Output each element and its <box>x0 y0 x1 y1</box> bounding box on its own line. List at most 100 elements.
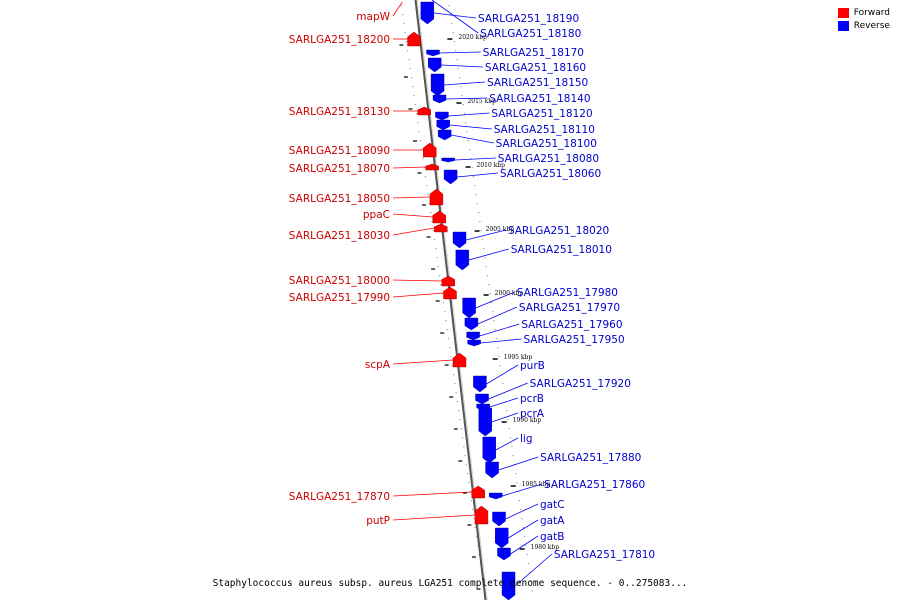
reverse-gene-shape <box>436 119 450 131</box>
track-dot <box>494 329 496 331</box>
track-dot <box>404 32 406 34</box>
track-dot <box>498 356 500 358</box>
tick-label: 2005 kbp <box>486 226 515 233</box>
forward-gene-label: ppaC <box>363 209 390 221</box>
track-dot <box>475 536 478 538</box>
reverse-gene-connector <box>454 157 496 161</box>
track-dot <box>529 572 531 574</box>
reverse-gene-connector <box>433 12 477 19</box>
reverse-gene-label: SARLGA251_18110 <box>494 124 595 136</box>
reverse-gene-shape <box>475 393 489 405</box>
track-dot <box>419 140 422 142</box>
kbp-ticks: 2020 kbp 2015 kbp 2010 kbp 2005 kbp 2000 kbp… <box>399 34 560 590</box>
track-dot <box>418 131 420 133</box>
reverse-gene-connector <box>488 382 528 400</box>
track-dot <box>516 482 518 484</box>
tick-label: 2010 kbp <box>477 162 506 169</box>
reverse-gene-label: purB <box>520 360 545 372</box>
track-dot <box>458 77 461 79</box>
reverse-gene-shape <box>473 375 487 393</box>
reverse-gene-label: SARLGA251_18170 <box>483 47 584 59</box>
forward-gene-connector <box>392 166 426 169</box>
map-caption: Staphylococcus aureus subsp. aureus LGA2… <box>212 578 688 589</box>
forward-gene-label: SARLGA251_18130 <box>289 106 390 118</box>
reverse-gene-label: SARLGA251_17950 <box>523 334 624 346</box>
reverse-gene-connector <box>439 51 481 54</box>
reverse-gene-label: SARLGA251_18140 <box>489 93 590 105</box>
reverse-gene-shape <box>478 407 492 437</box>
backbone-highlight <box>416 0 488 600</box>
track-dot <box>422 158 424 160</box>
track-dot <box>521 518 523 520</box>
track-dot <box>464 455 466 457</box>
tick-label: 1990 kbp <box>513 417 542 424</box>
legend-reverse: Reverse <box>837 21 890 31</box>
tick-label: 1985 kbp <box>522 481 551 488</box>
forward-gene-shape <box>452 352 467 368</box>
forward-gene-label: putP <box>366 515 390 527</box>
track-dot <box>493 320 495 322</box>
track-dot <box>401 14 404 16</box>
tick-label: 1980 kbp <box>531 544 560 551</box>
reverse-gene-label: SARLGA251_18080 <box>498 153 599 165</box>
track-dot <box>414 104 416 106</box>
forward-gene-label: SARLGA251_18200 <box>289 34 390 46</box>
track-dot <box>457 68 459 70</box>
track-dot <box>451 365 453 367</box>
track-dot <box>435 248 437 250</box>
track-dot <box>467 140 470 142</box>
forward-gene-connector <box>392 213 433 218</box>
track-dot <box>499 365 501 367</box>
track-dot <box>470 500 473 502</box>
reverse-gene-connector <box>479 323 520 337</box>
track-dot <box>445 320 447 322</box>
track-dot <box>486 275 489 277</box>
reverse-gene-connector <box>489 397 519 408</box>
track-dot <box>481 239 484 241</box>
reverse-gene-shape <box>467 339 481 347</box>
track-dot <box>467 473 469 475</box>
track-dot <box>431 221 433 223</box>
forward-gene-label: SARLGA251_18000 <box>289 275 390 287</box>
track-dot <box>447 338 450 340</box>
reverse-gene-label: gatC <box>540 499 565 511</box>
reverse-gene-connector <box>441 64 483 68</box>
track-dot <box>407 50 409 52</box>
track-dot <box>473 518 475 520</box>
track-dot <box>410 77 413 79</box>
reverse-gene-connector <box>451 134 494 144</box>
reverse-gene-connector <box>510 535 539 555</box>
reverse-gene-shape <box>432 94 447 104</box>
reverse-gene-shape <box>462 297 476 319</box>
forward-gene-connector <box>392 196 430 199</box>
reverse-gene-label: SARLGA251_17980 <box>517 287 618 299</box>
track-dot <box>451 23 453 25</box>
track-dot <box>475 194 477 196</box>
reverse-gene-connector <box>502 483 543 497</box>
track-dot <box>455 50 457 52</box>
track-dot <box>495 338 498 340</box>
reverse-gene-label: SARLGA251_18190 <box>478 13 579 25</box>
reverse-gene-label: SARLGA251_18100 <box>496 138 597 150</box>
track-dot <box>502 383 504 385</box>
track-dot <box>506 410 508 412</box>
track-dot <box>472 176 475 178</box>
reverse-gene-connector <box>514 553 553 587</box>
track-dot <box>460 428 462 430</box>
reverse-gene-shape <box>430 73 445 97</box>
track-dot <box>511 446 513 448</box>
reverse-gene-shape <box>420 1 435 25</box>
reverse-gene-label: SARLGA251_18020 <box>508 225 609 237</box>
reverse-gene-connector <box>449 124 492 130</box>
track-dot <box>448 5 450 7</box>
legend-forward: Forward <box>837 8 890 18</box>
reverse-gene-label: SARLGA251_17920 <box>530 378 631 390</box>
forward-gene-label: SARLGA251_18050 <box>289 193 390 205</box>
forward-gene-label: SARLGA251_17990 <box>289 292 390 304</box>
track-dot <box>454 383 456 385</box>
forward-gene-connector <box>392 491 472 497</box>
reverse-gene-connector <box>477 306 518 325</box>
forward-gene-shape <box>441 275 456 287</box>
reverse-gene-label: SARLGA251_18160 <box>485 62 586 74</box>
